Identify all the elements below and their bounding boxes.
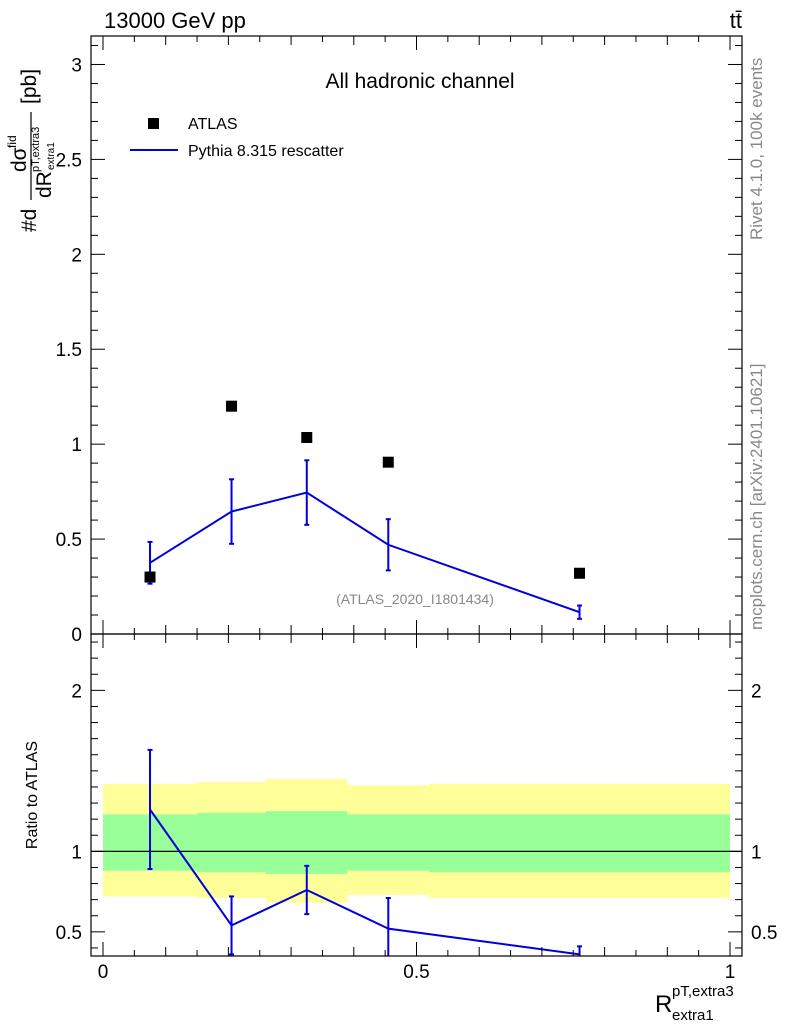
atlas-data-point: [382, 456, 394, 468]
x-label-base: R: [655, 991, 672, 1018]
y-label-den-sub: extra1: [46, 142, 57, 170]
y-tick-label: 1.5: [56, 340, 82, 361]
ratio-y-tick-label: 2: [71, 681, 82, 702]
x-axis-label: R pT,extra3 extra1: [655, 983, 734, 1024]
main-y-axis-label: #d dσ fid dR pT,extra3 extra1 [pb]: [5, 69, 57, 232]
y-tick-label: 0.5: [56, 530, 82, 551]
ratio-panel: 0.5 0.5 1 1 2 2 0 0.5 1 Ratio to ATLAS R pT,extr…: [24, 633, 777, 1024]
energy-label: 13000 GeV pp: [104, 8, 246, 33]
ratio-y-tick-label: 1: [71, 842, 82, 863]
uncertainty-band-green: [347, 814, 430, 871]
x-tick-label: 0: [98, 962, 109, 983]
main-data-layer: [144, 400, 586, 620]
y-label-num-sup: fid: [5, 135, 19, 148]
legend-atlas-marker: [148, 118, 159, 129]
analysis-label: (ATLAS_2020_I1801434): [336, 591, 494, 607]
y-tick-label: 2.5: [56, 150, 82, 171]
uncertainty-band-green: [197, 812, 267, 873]
y-label-denominator: dR: [33, 171, 56, 198]
atlas-data-point: [226, 400, 238, 412]
y-label-unit: [pb]: [18, 69, 41, 104]
mcplots-label: mcplots.cern.ch [arXiv:2401.10621]: [747, 364, 766, 630]
y-tick-label: 1: [71, 435, 82, 456]
process-label: tt̄: [730, 8, 742, 33]
y-tick-label: 2: [71, 245, 82, 266]
uncertainty-band-green: [266, 811, 348, 874]
ratio-y-axis-label: Ratio to ATLAS: [24, 741, 41, 849]
y-label-numerator: dσ: [8, 147, 31, 172]
chart-title: All hadronic channel: [325, 70, 514, 93]
uncertainty-band-green: [429, 814, 730, 873]
ratio-y-tick-label-right: 2: [751, 681, 762, 702]
ratio-axis-ticks: 0.5 0.5 1 1 2 2 0 0.5 1: [56, 634, 777, 983]
atlas-data-point: [574, 567, 586, 579]
y-tick-label-zero: 0: [71, 625, 82, 646]
atlas-data-point: [144, 571, 156, 583]
x-tick-label: 1: [725, 962, 736, 983]
legend-pythia-label: Pythia 8.315 rescatter: [188, 143, 344, 160]
legend-atlas-label: ATLAS: [188, 116, 238, 133]
rivet-version-label: Rivet 4.1.0, 100k events: [747, 58, 766, 240]
y-tick-label: 3: [71, 55, 82, 76]
ratio-y-tick-label-right: 1: [751, 842, 762, 863]
x-label-sup: pT,extra3: [672, 983, 734, 1000]
legend: ATLAS Pythia 8.315 rescatter: [130, 116, 344, 160]
x-tick-label: 0.5: [403, 962, 429, 983]
x-label-sub: extra1: [672, 1007, 714, 1024]
main-panel: 0.5 1 1.5 2 2.5 3 0 All hadronic channel (ATLA…: [5, 35, 743, 646]
main-axis-ticks: 0.5 1 1.5 2 2.5 3 0: [56, 36, 742, 646]
ratio-y-tick-label: 0.5: [56, 923, 82, 944]
ratio-y-tick-label-right: 0.5: [751, 923, 777, 944]
y-label-den-sup: pT,extra3: [30, 127, 42, 172]
y-label-prefix: #d: [18, 209, 41, 232]
ratio-data-layer: [91, 748, 742, 956]
atlas-data-point: [301, 432, 313, 444]
